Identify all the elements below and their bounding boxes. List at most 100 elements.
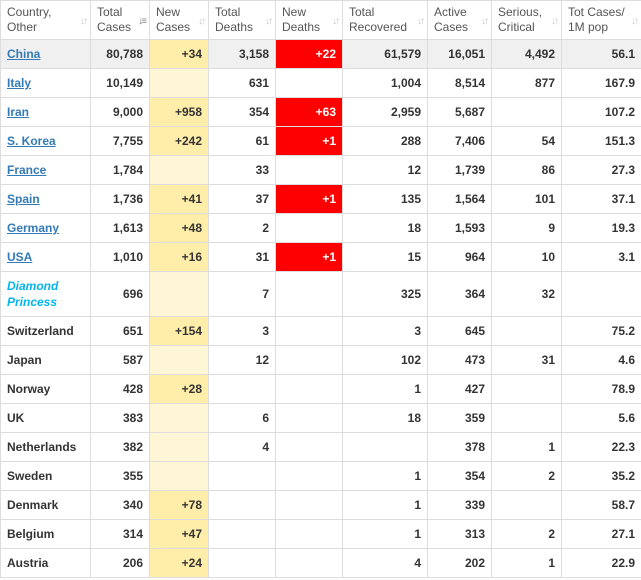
- table-row: Diamond Princess 696 7 325 364 32: [0, 271, 641, 317]
- cases-per-million-cell: 75.2: [561, 316, 641, 346]
- total-deaths-cell: [208, 519, 276, 549]
- cases-per-million-cell: 27.1: [561, 519, 641, 549]
- country-cell: Belgium: [0, 519, 91, 549]
- total-deaths-cell: [208, 461, 276, 491]
- serious-critical-cell: 4,492: [491, 39, 562, 69]
- new-deaths-cell: [275, 548, 343, 578]
- country-cell: Japan: [0, 345, 91, 375]
- total-deaths-cell: 37: [208, 184, 276, 214]
- new-deaths-cell: [275, 271, 343, 317]
- serious-critical-cell: 1: [491, 432, 562, 462]
- new-cases-cell: +78: [149, 490, 209, 520]
- country-link[interactable]: S. Korea: [7, 134, 56, 148]
- header-serious-critical[interactable]: Serious, Critical ↓↑: [491, 0, 562, 40]
- new-deaths-cell: +1: [275, 242, 343, 272]
- active-cases-cell: 202: [427, 548, 492, 578]
- table-row: Norway 428 +28 1 427 78.9: [0, 374, 641, 404]
- cases-per-million-cell: 19.3: [561, 213, 641, 243]
- new-deaths-cell: [275, 490, 343, 520]
- sort-desc-icon: ↓≡: [138, 16, 147, 27]
- serious-critical-cell: [491, 97, 562, 127]
- active-cases-cell: 1,739: [427, 155, 492, 185]
- cases-per-million-cell: 35.2: [561, 461, 641, 491]
- header-total-recovered[interactable]: Total Recovered ↓↑: [342, 0, 428, 40]
- total-cases-cell: 206: [90, 548, 150, 578]
- country-link[interactable]: Iran: [7, 105, 30, 119]
- country-link[interactable]: Spain: [7, 192, 40, 206]
- table-row: USA 1,010 +16 31 +1 15 964 10 3.1: [0, 242, 641, 272]
- cases-per-million-cell: 151.3: [561, 126, 641, 156]
- new-deaths-cell: [275, 461, 343, 491]
- serious-critical-cell: [491, 374, 562, 404]
- header-label: Total Cases: [97, 5, 132, 34]
- country-cell[interactable]: S. Korea: [0, 126, 91, 156]
- active-cases-cell: 964: [427, 242, 492, 272]
- header-total-deaths[interactable]: Total Deaths ↓↑: [208, 0, 276, 40]
- total-recovered-cell: 325: [342, 271, 428, 317]
- header-country[interactable]: Country, Other ↓↑: [0, 0, 91, 40]
- new-deaths-cell: [275, 68, 343, 98]
- active-cases-cell: 354: [427, 461, 492, 491]
- country-cell[interactable]: Iran: [0, 97, 91, 127]
- total-recovered-cell: 102: [342, 345, 428, 375]
- total-recovered-cell: 288: [342, 126, 428, 156]
- active-cases-cell: 8,514: [427, 68, 492, 98]
- cases-per-million-cell: 5.6: [561, 403, 641, 433]
- cases-per-million-cell: 107.2: [561, 97, 641, 127]
- new-deaths-cell: +1: [275, 184, 343, 214]
- total-cases-cell: 651: [90, 316, 150, 346]
- country-cell[interactable]: Germany: [0, 213, 91, 243]
- country-cell[interactable]: Italy: [0, 68, 91, 98]
- cases-per-million-cell: [561, 271, 641, 317]
- country-cell[interactable]: China: [0, 39, 91, 69]
- table-row: France 1,784 33 12 1,739 86 27.3: [0, 155, 641, 185]
- cases-per-million-cell: 22.9: [561, 548, 641, 578]
- new-deaths-cell: +1: [275, 126, 343, 156]
- country-cell: Netherlands: [0, 432, 91, 462]
- table-row: Switzerland 651 +154 3 3 645 75.2: [0, 316, 641, 346]
- table-row: Italy 10,149 631 1,004 8,514 877 167.9: [0, 68, 641, 98]
- header-new-deaths[interactable]: New Deaths ↓↑: [275, 0, 343, 40]
- total-recovered-cell: 2,959: [342, 97, 428, 127]
- sort-arrows-icon: ↓↑: [80, 16, 88, 27]
- new-cases-cell: [149, 461, 209, 491]
- header-label: New Cases: [156, 5, 191, 34]
- total-cases-cell: 382: [90, 432, 150, 462]
- table-row: Japan 587 12 102 473 31 4.6: [0, 345, 641, 375]
- new-cases-cell: +48: [149, 213, 209, 243]
- header-label: Country, Other: [7, 5, 52, 34]
- country-link[interactable]: Italy: [7, 76, 32, 90]
- sort-arrows-icon: ↓↑: [481, 16, 489, 27]
- header-new-cases[interactable]: New Cases ↓↑: [149, 0, 209, 40]
- total-deaths-cell: 33: [208, 155, 276, 185]
- total-recovered-cell: 1: [342, 519, 428, 549]
- total-cases-cell: 80,788: [90, 39, 150, 69]
- header-cases-per-million[interactable]: Tot Cases/ 1M pop ↓↑: [561, 0, 641, 40]
- total-recovered-cell: 15: [342, 242, 428, 272]
- header-active-cases[interactable]: Active Cases ↓↑: [427, 0, 492, 40]
- sort-arrows-icon: ↓↑: [631, 16, 639, 27]
- active-cases-cell: 473: [427, 345, 492, 375]
- total-cases-cell: 314: [90, 519, 150, 549]
- active-cases-cell: 313: [427, 519, 492, 549]
- total-cases-cell: 7,755: [90, 126, 150, 156]
- country-link[interactable]: France: [7, 163, 47, 177]
- total-deaths-cell: [208, 490, 276, 520]
- country-link[interactable]: Germany: [7, 221, 60, 235]
- total-recovered-cell: 12: [342, 155, 428, 185]
- total-recovered-cell: 61,579: [342, 39, 428, 69]
- active-cases-cell: 1,593: [427, 213, 492, 243]
- country-link[interactable]: China: [7, 47, 41, 61]
- country-link[interactable]: USA: [7, 250, 33, 264]
- total-recovered-cell: 18: [342, 403, 428, 433]
- header-total-cases[interactable]: Total Cases ↓≡: [90, 0, 150, 40]
- new-cases-cell: +41: [149, 184, 209, 214]
- country-cell[interactable]: USA: [0, 242, 91, 272]
- country-cell[interactable]: France: [0, 155, 91, 185]
- header-label: Total Deaths: [215, 5, 254, 34]
- new-cases-cell: +47: [149, 519, 209, 549]
- serious-critical-cell: [491, 490, 562, 520]
- total-cases-cell: 340: [90, 490, 150, 520]
- country-cell[interactable]: Spain: [0, 184, 91, 214]
- cases-per-million-cell: 58.7: [561, 490, 641, 520]
